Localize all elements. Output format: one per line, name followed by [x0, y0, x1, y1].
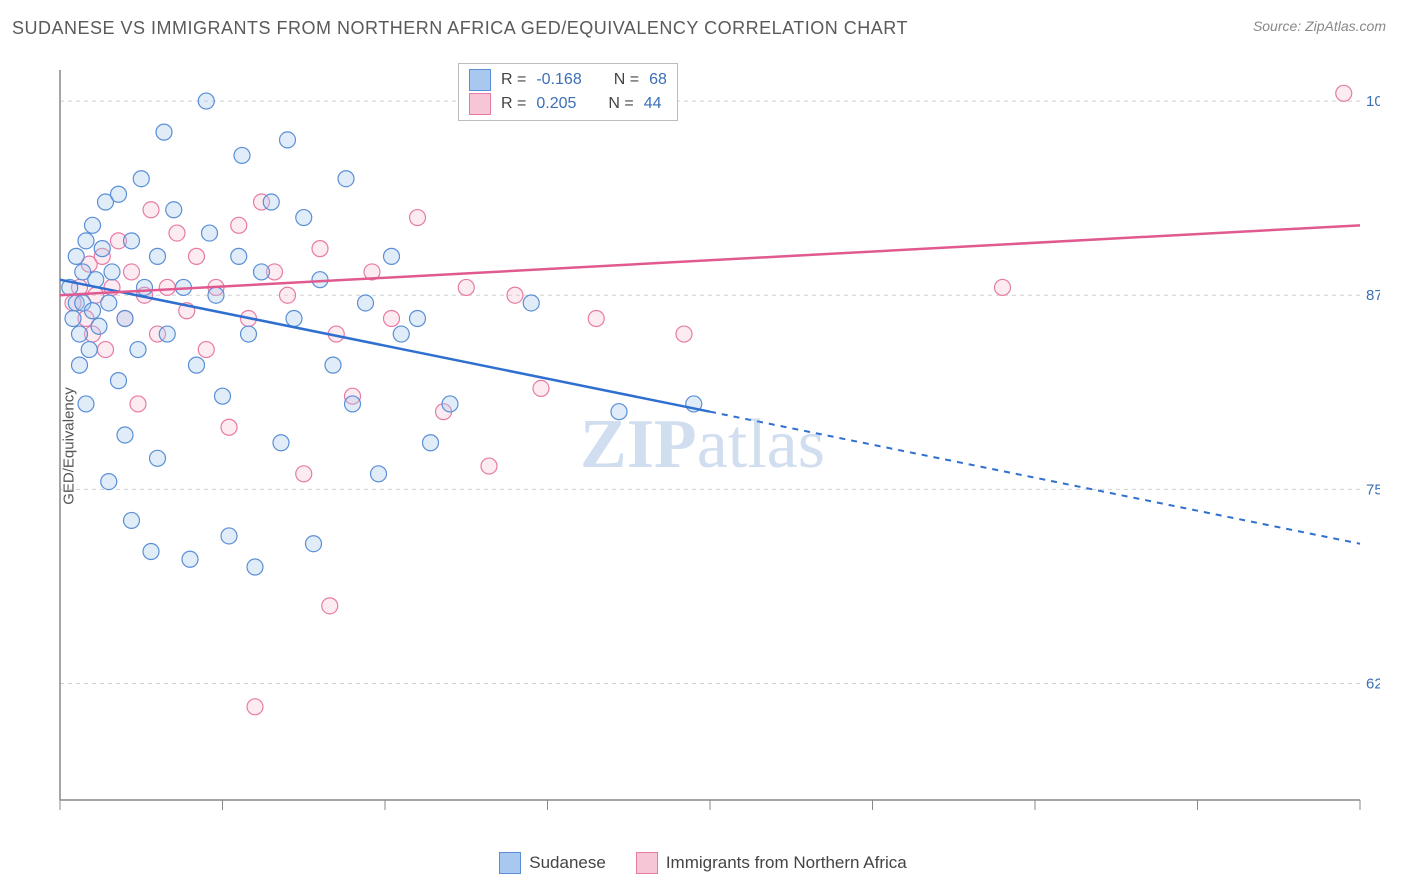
- n-value-b: 44: [644, 95, 662, 113]
- legend-series-b: Immigrants from Northern Africa: [636, 852, 907, 874]
- legend-corr-row-a: R = -0.168 N = 68: [469, 68, 667, 92]
- scatter-chart-svg: 62.5% 75.0% 87.5% 100.0% 0.0% 40.0%: [50, 60, 1380, 820]
- n-value-a: 68: [649, 71, 667, 89]
- swatch-b2: [636, 852, 658, 874]
- chart-area: 62.5% 75.0% 87.5% 100.0% 0.0% 40.0%: [50, 60, 1380, 820]
- r-value-b: 0.205: [536, 95, 576, 113]
- svg-text:40.0%: 40.0%: [1339, 817, 1380, 820]
- r-value-a: -0.168: [536, 71, 581, 89]
- swatch-a2: [499, 852, 521, 874]
- r-label-a: R =: [501, 71, 526, 89]
- swatch-a: [469, 69, 491, 91]
- chart-title: SUDANESE VS IMMIGRANTS FROM NORTHERN AFR…: [12, 18, 908, 39]
- r-label-b: R =: [501, 95, 526, 113]
- n-label-b: N =: [608, 95, 633, 113]
- legend-series-a: Sudanese: [499, 852, 606, 874]
- legend-correlation: R = -0.168 N = 68 R = 0.205 N = 44: [458, 63, 678, 121]
- legend-corr-row-b: R = 0.205 N = 44: [469, 92, 667, 116]
- svg-text:75.0%: 75.0%: [1366, 481, 1380, 498]
- svg-text:87.5%: 87.5%: [1366, 287, 1380, 304]
- source-label: Source: ZipAtlas.com: [1253, 18, 1386, 34]
- svg-text:0.0%: 0.0%: [50, 817, 77, 820]
- legend-a-label: Sudanese: [529, 853, 606, 873]
- svg-text:62.5%: 62.5%: [1366, 676, 1380, 693]
- n-label-a: N =: [614, 71, 639, 89]
- swatch-b: [469, 93, 491, 115]
- svg-text:100.0%: 100.0%: [1366, 93, 1380, 110]
- legend-b-label: Immigrants from Northern Africa: [666, 853, 907, 873]
- legend-series: Sudanese Immigrants from Northern Africa: [0, 852, 1406, 874]
